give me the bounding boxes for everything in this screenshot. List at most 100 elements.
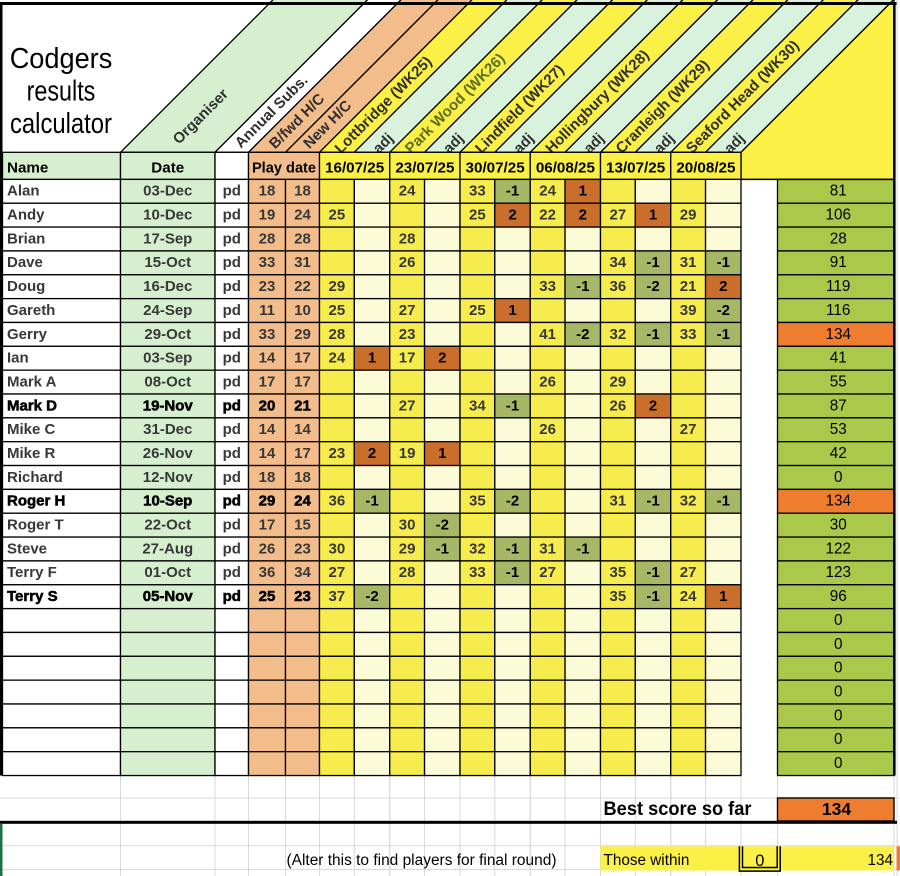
svg-text:Play date: Play date <box>252 161 316 177</box>
svg-text:results: results <box>27 76 96 108</box>
svg-text:Mike R: Mike R <box>7 445 56 462</box>
svg-text:123: 123 <box>825 564 851 581</box>
svg-text:14: 14 <box>259 445 276 462</box>
svg-text:2: 2 <box>438 350 446 367</box>
svg-text:06/08/25: 06/08/25 <box>536 160 596 177</box>
svg-text:08-Oct: 08-Oct <box>144 373 191 390</box>
svg-text:33: 33 <box>680 326 697 343</box>
svg-text:53: 53 <box>830 421 847 438</box>
svg-text:Date: Date <box>151 160 184 177</box>
svg-text:14: 14 <box>259 350 276 367</box>
svg-text:25: 25 <box>329 302 346 319</box>
svg-text:0: 0 <box>834 636 843 653</box>
svg-text:17: 17 <box>294 350 311 367</box>
svg-text:1: 1 <box>438 445 446 462</box>
svg-text:116: 116 <box>826 302 850 319</box>
svg-text:25: 25 <box>329 207 346 224</box>
svg-text:03-Dec: 03-Dec <box>143 183 192 200</box>
svg-text:55: 55 <box>830 373 847 390</box>
svg-text:Richard: Richard <box>7 469 63 486</box>
svg-text:-1: -1 <box>576 278 589 295</box>
svg-text:-1: -1 <box>646 564 659 581</box>
svg-text:2: 2 <box>508 207 516 224</box>
svg-text:134: 134 <box>822 799 851 819</box>
svg-text:29: 29 <box>610 373 627 390</box>
svg-text:39: 39 <box>680 302 697 319</box>
svg-text:30: 30 <box>399 517 416 534</box>
svg-text:24-Sep: 24-Sep <box>143 302 192 319</box>
svg-text:28: 28 <box>399 564 416 581</box>
svg-text:-2: -2 <box>506 493 519 510</box>
svg-text:134: 134 <box>825 326 851 343</box>
svg-text:22-Oct: 22-Oct <box>144 517 191 534</box>
svg-text:37: 37 <box>329 588 346 605</box>
svg-text:36: 36 <box>259 564 276 581</box>
svg-text:35: 35 <box>610 588 627 605</box>
svg-text:24: 24 <box>294 493 311 510</box>
svg-text:10: 10 <box>294 302 311 319</box>
svg-text:26: 26 <box>539 373 556 390</box>
svg-text:27: 27 <box>399 302 416 319</box>
svg-text:36: 36 <box>329 493 346 510</box>
svg-text:Ian: Ian <box>7 350 29 367</box>
svg-text:21: 21 <box>294 397 311 414</box>
svg-text:17: 17 <box>259 373 276 390</box>
svg-text:pd: pd <box>223 373 241 390</box>
svg-text:-1: -1 <box>365 493 378 510</box>
svg-text:-2: -2 <box>717 302 730 319</box>
svg-text:pd: pd <box>223 588 241 605</box>
svg-text:pd: pd <box>223 564 241 581</box>
svg-text:30: 30 <box>329 540 346 557</box>
svg-text:11: 11 <box>259 302 275 319</box>
svg-text:19: 19 <box>399 445 416 462</box>
svg-text:10-Dec: 10-Dec <box>143 207 192 224</box>
svg-text:17: 17 <box>294 445 311 462</box>
svg-text:21: 21 <box>680 278 697 295</box>
svg-text:13/07/25: 13/07/25 <box>606 160 666 177</box>
svg-text:Codgers: Codgers <box>10 43 113 75</box>
svg-text:26: 26 <box>399 254 416 271</box>
svg-text:2: 2 <box>649 397 657 414</box>
svg-text:24: 24 <box>680 588 697 605</box>
svg-text:119: 119 <box>826 278 850 295</box>
svg-text:29: 29 <box>329 278 346 295</box>
svg-text:41: 41 <box>830 350 847 367</box>
svg-text:Terry F: Terry F <box>7 564 57 581</box>
svg-text:41: 41 <box>539 326 556 343</box>
svg-text:33: 33 <box>469 183 486 200</box>
svg-text:0: 0 <box>834 755 843 772</box>
svg-text:pd: pd <box>223 302 241 319</box>
svg-text:Doug: Doug <box>7 278 45 295</box>
svg-text:pd: pd <box>223 183 241 200</box>
svg-text:-1: -1 <box>576 540 589 557</box>
svg-text:-2: -2 <box>436 517 449 534</box>
svg-text:-1: -1 <box>506 540 519 557</box>
svg-text:-1: -1 <box>506 183 519 200</box>
svg-text:26: 26 <box>610 397 627 414</box>
svg-text:17: 17 <box>399 350 416 367</box>
svg-text:24: 24 <box>329 350 346 367</box>
svg-text:Andy: Andy <box>7 207 45 224</box>
svg-text:Those within: Those within <box>604 852 690 869</box>
svg-text:96: 96 <box>830 588 847 605</box>
svg-text:106: 106 <box>825 207 851 224</box>
svg-text:17-Sep: 17-Sep <box>143 230 192 247</box>
svg-text:31: 31 <box>539 540 556 557</box>
svg-text:-1: -1 <box>506 397 519 414</box>
svg-text:pd: pd <box>223 326 241 343</box>
svg-text:33: 33 <box>469 564 486 581</box>
svg-text:1: 1 <box>649 207 657 224</box>
svg-text:Gerry: Gerry <box>7 326 48 343</box>
svg-text:42: 42 <box>830 445 847 462</box>
svg-text:24: 24 <box>294 207 311 224</box>
svg-text:2: 2 <box>579 207 587 224</box>
svg-text:23: 23 <box>329 445 346 462</box>
svg-text:pd: pd <box>223 207 241 224</box>
svg-text:calculator: calculator <box>10 108 112 140</box>
svg-text:23: 23 <box>259 278 276 295</box>
svg-text:29: 29 <box>259 493 276 510</box>
svg-text:22: 22 <box>294 278 311 295</box>
svg-text:Brian: Brian <box>7 230 45 247</box>
svg-text:36: 36 <box>610 278 627 295</box>
svg-text:0: 0 <box>834 731 843 748</box>
